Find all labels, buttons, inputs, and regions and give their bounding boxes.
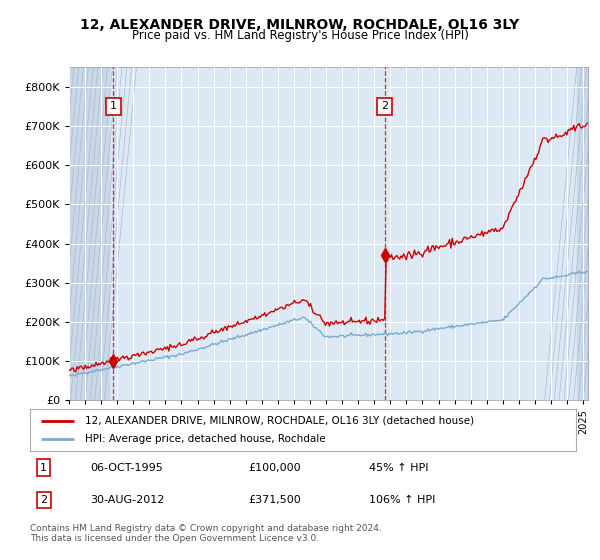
Text: 30-AUG-2012: 30-AUG-2012 (90, 495, 164, 505)
Text: 12, ALEXANDER DRIVE, MILNROW, ROCHDALE, OL16 3LY (detached house): 12, ALEXANDER DRIVE, MILNROW, ROCHDALE, … (85, 416, 474, 426)
Text: Price paid vs. HM Land Registry's House Price Index (HPI): Price paid vs. HM Land Registry's House … (131, 29, 469, 42)
Text: 1: 1 (40, 463, 47, 473)
Text: £100,000: £100,000 (248, 463, 301, 473)
Text: 2: 2 (382, 101, 388, 111)
Text: Contains HM Land Registry data © Crown copyright and database right 2024.
This d: Contains HM Land Registry data © Crown c… (30, 524, 382, 543)
Text: 106% ↑ HPI: 106% ↑ HPI (368, 495, 435, 505)
Text: 2: 2 (40, 495, 47, 505)
Text: HPI: Average price, detached house, Rochdale: HPI: Average price, detached house, Roch… (85, 434, 325, 444)
Text: 12, ALEXANDER DRIVE, MILNROW, ROCHDALE, OL16 3LY: 12, ALEXANDER DRIVE, MILNROW, ROCHDALE, … (80, 18, 520, 32)
Text: £371,500: £371,500 (248, 495, 301, 505)
Text: 1: 1 (110, 101, 117, 111)
Text: 45% ↑ HPI: 45% ↑ HPI (368, 463, 428, 473)
Text: 06-OCT-1995: 06-OCT-1995 (90, 463, 163, 473)
